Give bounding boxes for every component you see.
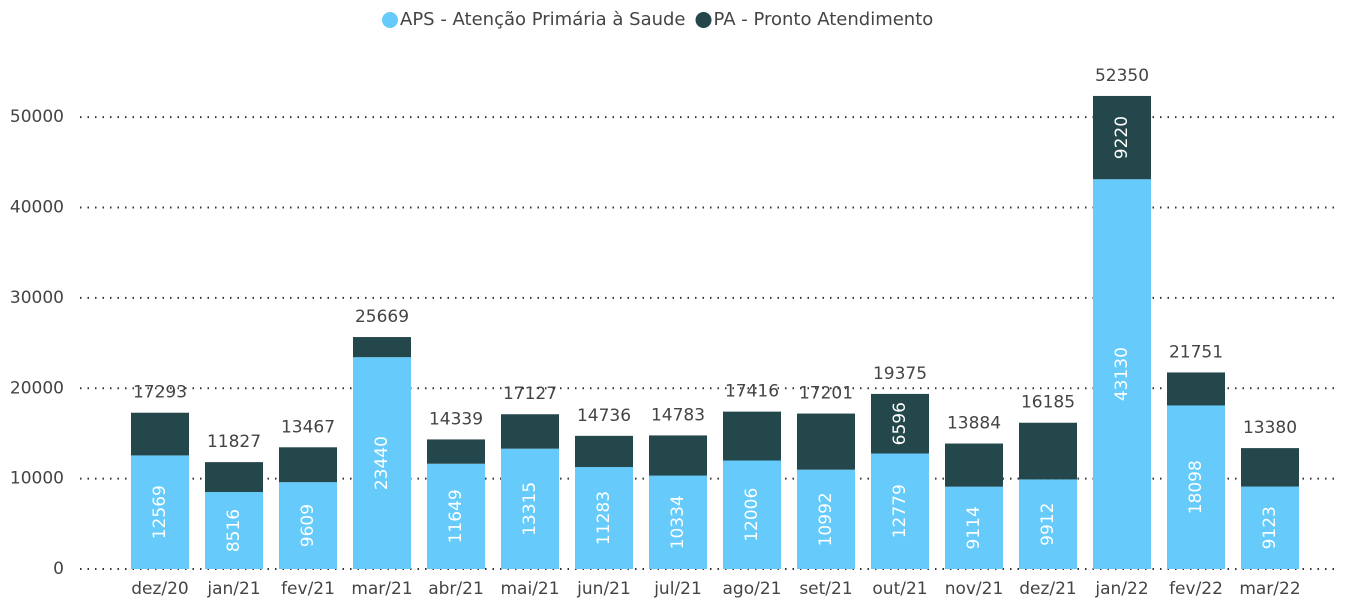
bar-segment: [1019, 479, 1077, 569]
total-label: 17201: [799, 384, 853, 404]
legend-label: APS - Atenção Primária à Saude: [400, 9, 686, 30]
x-tick-label: jan/21: [206, 579, 260, 599]
bar-segment: [575, 467, 633, 569]
bar-segment: [501, 414, 559, 449]
total-label: 17293: [133, 383, 187, 403]
bar-segment: [797, 469, 855, 569]
total-label: 17127: [503, 384, 557, 404]
x-tick-label: jul/21: [653, 579, 702, 599]
bar-segment: [131, 455, 189, 569]
bar-segment: [501, 448, 559, 569]
value-label: 11283: [594, 491, 614, 545]
bar-segment: [353, 337, 411, 358]
total-label: 17416: [725, 382, 779, 402]
x-tick-label: set/21: [799, 579, 852, 599]
value-label: 9912: [1038, 503, 1058, 546]
x-tick-label: dez/21: [1019, 579, 1077, 599]
x-tick-label: jan/22: [1094, 579, 1148, 599]
total-label: 52350: [1095, 66, 1149, 86]
total-label: 21751: [1169, 342, 1223, 362]
value-label: 12779: [890, 484, 910, 538]
bar-segment: [1093, 179, 1151, 569]
x-tick-label: out/21: [872, 579, 927, 599]
x-tick-label: jun/21: [576, 579, 631, 599]
bar-segment: [723, 460, 781, 569]
legend-marker: [382, 12, 398, 28]
x-tick-label: mar/21: [351, 579, 412, 599]
value-label: 43130: [1112, 347, 1132, 401]
value-label: 9220: [1112, 116, 1132, 159]
bar-segment: [871, 453, 929, 569]
total-label: 25669: [355, 307, 409, 327]
y-tick-label: 40000: [10, 198, 64, 218]
total-label: 13380: [1243, 418, 1297, 438]
bar-segment: [131, 412, 189, 456]
bar-segment: [427, 463, 485, 569]
total-label: 14339: [429, 409, 483, 429]
value-label: 10334: [668, 495, 688, 549]
value-label: 10992: [816, 492, 836, 546]
value-label: 6596: [890, 402, 910, 445]
value-label: 12569: [150, 485, 170, 539]
legend-label: PA - Pronto Atendimento: [714, 9, 934, 30]
bar-segment: [279, 482, 337, 569]
bar-segment: [945, 486, 1003, 569]
bar-segment: [427, 439, 485, 464]
x-tick-label: mar/22: [1239, 579, 1300, 599]
bar-segment: [1241, 486, 1299, 569]
x-tick-label: mai/21: [500, 579, 559, 599]
x-tick-label: fev/22: [1169, 579, 1223, 599]
value-label: 13315: [520, 482, 540, 536]
bar-segment: [205, 492, 263, 569]
x-tick-label: dez/20: [131, 579, 189, 599]
bar-segment: [1167, 405, 1225, 569]
x-tick-label: ago/21: [723, 579, 782, 599]
bar-segment: [649, 475, 707, 569]
bar-segment: [945, 443, 1003, 487]
bar-segment: [575, 435, 633, 468]
value-label: 9114: [964, 506, 984, 549]
total-label: 13467: [281, 417, 335, 437]
bar-segment: [1093, 95, 1151, 180]
bar-segment: [871, 393, 929, 454]
value-label: 23440: [372, 436, 392, 490]
bar-segment: [279, 447, 337, 483]
bar-segment: [353, 357, 411, 569]
bar-segment: [1241, 448, 1299, 487]
value-label: 11649: [446, 489, 466, 543]
x-tick-label: nov/21: [945, 579, 1004, 599]
bar-segment: [649, 435, 707, 476]
x-tick-label: fev/21: [281, 579, 335, 599]
y-tick-label: 10000: [10, 469, 64, 489]
bar-segment: [797, 413, 855, 470]
value-label: 18098: [1186, 460, 1206, 514]
bar-segment: [205, 462, 263, 493]
value-label: 12006: [742, 488, 762, 542]
total-label: 14783: [651, 405, 705, 425]
y-tick-label: 30000: [10, 288, 64, 308]
total-label: 11827: [207, 432, 261, 452]
legend-marker: [695, 12, 712, 28]
bar-segment: [1019, 422, 1077, 480]
bar-segment: [723, 411, 781, 461]
bar-segment: [1167, 372, 1225, 406]
value-label: 9123: [1260, 506, 1280, 549]
total-label: 14736: [577, 406, 631, 426]
y-tick-label: 0: [53, 559, 64, 579]
y-tick-label: 50000: [10, 107, 64, 127]
total-label: 19375: [873, 364, 927, 384]
x-tick-label: abr/21: [428, 579, 484, 599]
total-label: 13884: [947, 414, 1001, 434]
total-label: 16185: [1021, 393, 1075, 413]
value-label: 9609: [298, 504, 318, 547]
value-label: 8516: [224, 509, 244, 552]
y-tick-label: 20000: [10, 378, 64, 398]
